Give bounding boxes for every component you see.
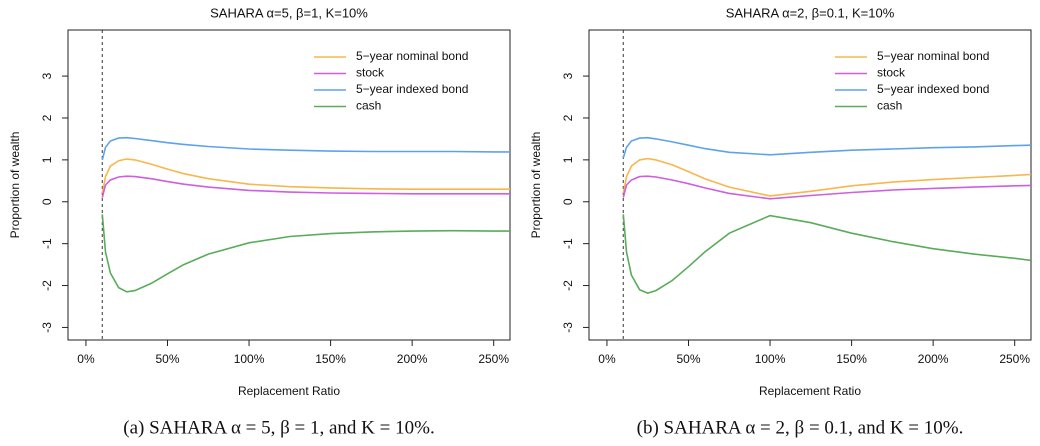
x-axis-label: Replacement Ratio [759, 384, 861, 398]
y-tick-label: -3 [561, 322, 575, 333]
y-tick-label: 2 [561, 114, 575, 121]
x-tick-label: 0% [598, 352, 616, 366]
y-tick-label: 2 [40, 114, 54, 121]
y-tick-label: -1 [40, 238, 54, 249]
y-tick-label: -2 [561, 280, 575, 291]
x-tick-label: 150% [315, 352, 346, 366]
x-tick-label: 100% [755, 352, 786, 366]
series-line [622, 136, 1032, 159]
caption: (a) SAHARA α = 5, β = 1, and K = 10%. [123, 417, 434, 438]
series-line [622, 157, 1032, 197]
x-tick-label: 50% [155, 352, 179, 366]
y-tick-label: 3 [561, 72, 575, 79]
y-axis-label: Proportion of wealth [529, 132, 543, 239]
x-tick-label: 200% [918, 352, 949, 366]
plot-frame [588, 29, 1032, 341]
x-tick-label: 200% [397, 352, 428, 366]
x-tick-label: 250% [999, 352, 1030, 366]
plot-frame [67, 29, 511, 341]
y-tick-label: 1 [40, 156, 54, 163]
chart-title: SAHARA α=2, β=0.1, K=10% [726, 5, 895, 20]
caption: (b) SAHARA α = 2, β = 0.1, and K = 10%. [637, 417, 964, 438]
series-line [101, 136, 510, 161]
legend-label: 5−year indexed bond [356, 82, 468, 96]
legend-label: stock [877, 66, 906, 80]
legend-label: cash [877, 99, 902, 113]
x-tick-label: 0% [77, 352, 95, 366]
x-axis-label: Replacement Ratio [238, 384, 340, 398]
legend-label: 5−year nominal bond [877, 49, 989, 63]
y-tick-label: 3 [40, 72, 54, 79]
y-tick-label: 0 [561, 198, 575, 205]
y-tick-label: 1 [561, 156, 575, 163]
chart-title: SAHARA α=5, β=1, K=10% [210, 5, 368, 20]
x-tick-label: 250% [478, 352, 509, 366]
series-line [622, 214, 1032, 294]
series-line [101, 175, 510, 198]
legend-label: cash [356, 99, 381, 113]
y-tick-label: 0 [40, 198, 54, 205]
series-line [101, 214, 510, 293]
legend-label: stock [356, 66, 385, 80]
y-tick-label: -3 [40, 322, 54, 333]
legend-label: 5−year nominal bond [356, 49, 468, 63]
y-tick-label: -2 [40, 280, 54, 291]
series-line [622, 175, 1032, 200]
legend-label: 5−year indexed bond [877, 82, 989, 96]
series-line [101, 158, 510, 194]
x-tick-label: 50% [676, 352, 700, 366]
x-tick-label: 100% [234, 352, 265, 366]
y-axis-label: Proportion of wealth [8, 132, 22, 239]
x-tick-label: 150% [836, 352, 867, 366]
y-tick-label: -1 [561, 238, 575, 249]
